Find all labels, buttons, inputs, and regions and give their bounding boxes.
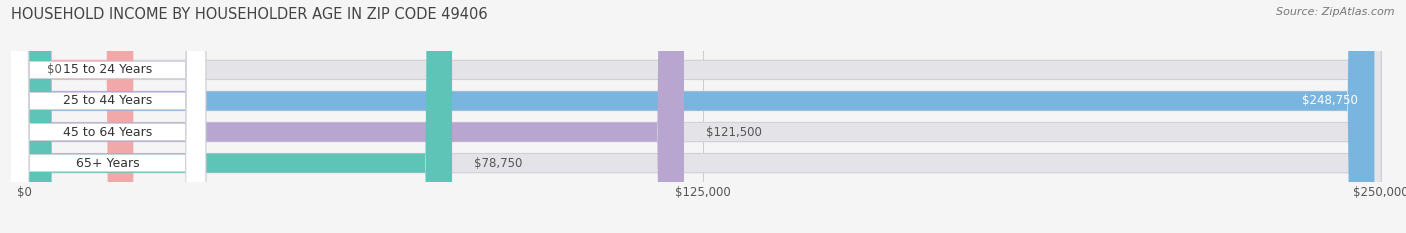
FancyBboxPatch shape [8, 0, 205, 233]
FancyBboxPatch shape [8, 0, 205, 233]
FancyBboxPatch shape [25, 0, 1381, 233]
FancyBboxPatch shape [8, 0, 205, 233]
Text: HOUSEHOLD INCOME BY HOUSEHOLDER AGE IN ZIP CODE 49406: HOUSEHOLD INCOME BY HOUSEHOLDER AGE IN Z… [11, 7, 488, 22]
FancyBboxPatch shape [25, 0, 1381, 233]
Text: 15 to 24 Years: 15 to 24 Years [63, 63, 152, 76]
Text: 45 to 64 Years: 45 to 64 Years [63, 126, 152, 139]
Text: Source: ZipAtlas.com: Source: ZipAtlas.com [1277, 7, 1395, 17]
FancyBboxPatch shape [25, 0, 1375, 233]
Text: $121,500: $121,500 [706, 126, 762, 139]
Text: $248,750: $248,750 [1302, 94, 1358, 107]
Text: $78,750: $78,750 [474, 157, 522, 170]
FancyBboxPatch shape [25, 0, 1381, 233]
Text: 25 to 44 Years: 25 to 44 Years [63, 94, 152, 107]
FancyBboxPatch shape [25, 0, 453, 233]
Text: 65+ Years: 65+ Years [76, 157, 139, 170]
FancyBboxPatch shape [25, 0, 134, 233]
FancyBboxPatch shape [25, 0, 1381, 233]
FancyBboxPatch shape [25, 0, 683, 233]
FancyBboxPatch shape [8, 0, 205, 233]
Text: $0: $0 [46, 63, 62, 76]
